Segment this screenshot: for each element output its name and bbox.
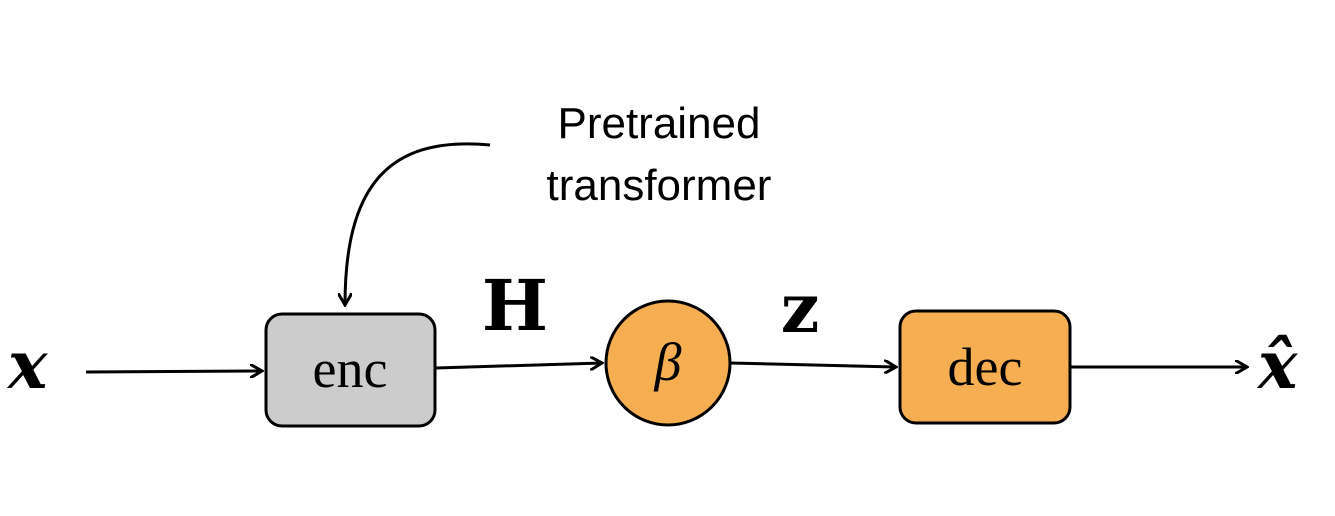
arrow-bottleneck-to-decoder — [729, 363, 896, 367]
edge-label-h: H — [482, 264, 548, 347]
arrow-input-to-encoder — [85, 371, 262, 372]
arrow-encoder-to-bottleneck — [435, 363, 602, 368]
encoder-node: enc — [264, 312, 437, 428]
annotation-line2: transformer — [547, 161, 772, 210]
encoder-label: enc — [313, 339, 388, 399]
decoder-box — [898, 309, 1072, 425]
bottleneck-node: β — [604, 299, 732, 427]
edge-label-z: z — [781, 269, 820, 349]
output-label: x̂ — [1256, 326, 1298, 404]
pretrained-annotation-arrow — [345, 142, 491, 305]
encoder-box — [264, 312, 437, 428]
bottleneck-label: β — [654, 332, 682, 392]
decoder-node: dec — [898, 309, 1072, 425]
input-label: x — [6, 326, 48, 404]
annotation-line1: Pretrained — [557, 99, 760, 148]
decoder-label: dec — [948, 337, 1023, 397]
